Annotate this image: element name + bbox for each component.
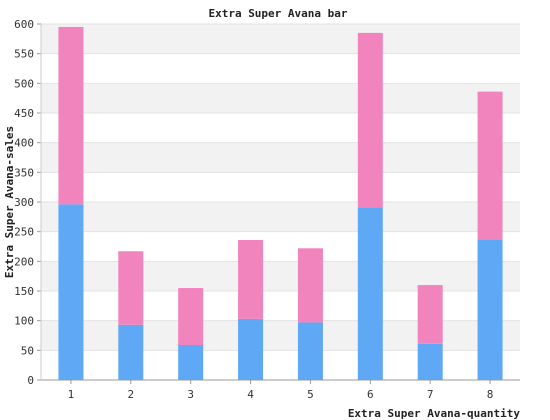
y-tick-label: 500 [14, 77, 34, 90]
y-tick-label: 550 [14, 48, 34, 61]
bar-series1-cat8 [477, 239, 503, 380]
grid-band [41, 24, 520, 54]
bar-series1-cat4 [238, 318, 264, 380]
grid-band [41, 320, 520, 351]
bar-series1-cat1 [58, 204, 84, 380]
y-tick-label: 300 [14, 196, 34, 209]
bar-series2-cat8 [477, 91, 503, 240]
bar-series2-cat6 [357, 32, 383, 208]
bar-series2-cat7 [417, 285, 443, 344]
grid-band [41, 142, 520, 173]
x-tick-label: 2 [128, 388, 135, 401]
bar-series1-cat6 [357, 207, 383, 380]
bar-series1-cat7 [417, 343, 443, 380]
y-axis-label: Extra Super Avana-sales [3, 126, 16, 278]
y-tick-label: 100 [14, 315, 34, 328]
bar-series2-cat5 [297, 248, 323, 323]
bar-series1-cat3 [178, 344, 204, 380]
grid-lines [37, 23, 520, 381]
grid-bands [41, 24, 520, 351]
bars-group [58, 26, 503, 380]
y-tick-label: 0 [27, 374, 34, 387]
y-tick-label: 600 [14, 18, 34, 31]
y-tick-label: 150 [14, 285, 34, 298]
bar-series2-cat1 [58, 26, 84, 205]
chart-title: Extra Super Avana bar [208, 7, 347, 20]
bar-series2-cat2 [118, 251, 144, 325]
x-tick-label: 7 [427, 388, 434, 401]
y-tick-label: 350 [14, 166, 34, 179]
grid-band [41, 83, 520, 113]
y-tick-label: 200 [14, 255, 34, 268]
bar-series2-cat3 [178, 288, 204, 345]
grid-band [41, 202, 520, 232]
bar-series2-cat4 [238, 239, 264, 319]
y-tick-label: 250 [14, 226, 34, 239]
x-tick-label: 5 [307, 388, 314, 401]
x-tick-label: 1 [68, 388, 75, 401]
y-tick-label: 50 [21, 344, 34, 357]
x-tick-label: 8 [487, 388, 494, 401]
y-tick-label: 450 [14, 107, 34, 120]
y-tick-label: 400 [14, 137, 34, 150]
grid-band [41, 261, 520, 291]
x-tick-label: 6 [367, 388, 374, 401]
x-tick-label: 4 [247, 388, 254, 401]
x-tick-labels: 1 2 3 4 5 6 7 8 [68, 380, 494, 401]
x-axis-label: Extra Super Avana-quantity [348, 407, 521, 420]
x-tick-label: 3 [187, 388, 194, 401]
bar-series1-cat2 [118, 324, 144, 380]
bar-series1-cat5 [297, 322, 323, 380]
y-tick-labels: 0 50 100 150 200 250 300 350 400 450 500 550 600 [14, 18, 34, 387]
